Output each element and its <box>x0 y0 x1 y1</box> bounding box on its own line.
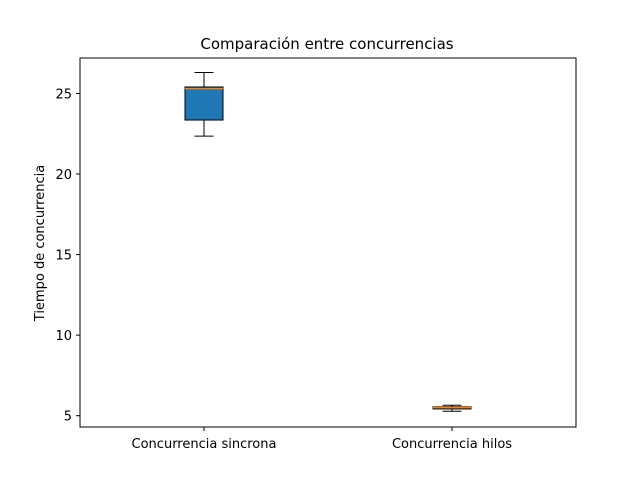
y-tick-label: 10 <box>55 329 72 344</box>
box-body <box>184 86 224 121</box>
y-tick-label: 25 <box>55 87 72 102</box>
y-tick-label: 15 <box>55 249 72 264</box>
x-tick-label: Concurrencia hilos <box>392 437 512 452</box>
plot-area: 5 10 15 20 25 Concurrencia sincrona Concurrenc… <box>55 72 512 452</box>
y-tick-label: 20 <box>55 168 72 183</box>
plot-frame <box>79 57 577 428</box>
y-axis-title: Tiempo de concurrencia <box>33 165 48 322</box>
x-tick-label: Concurrencia sincrona <box>132 437 277 452</box>
y-tick-label: 5 <box>64 410 72 425</box>
chart-title: Comparación entre concurrencias <box>200 35 453 53</box>
